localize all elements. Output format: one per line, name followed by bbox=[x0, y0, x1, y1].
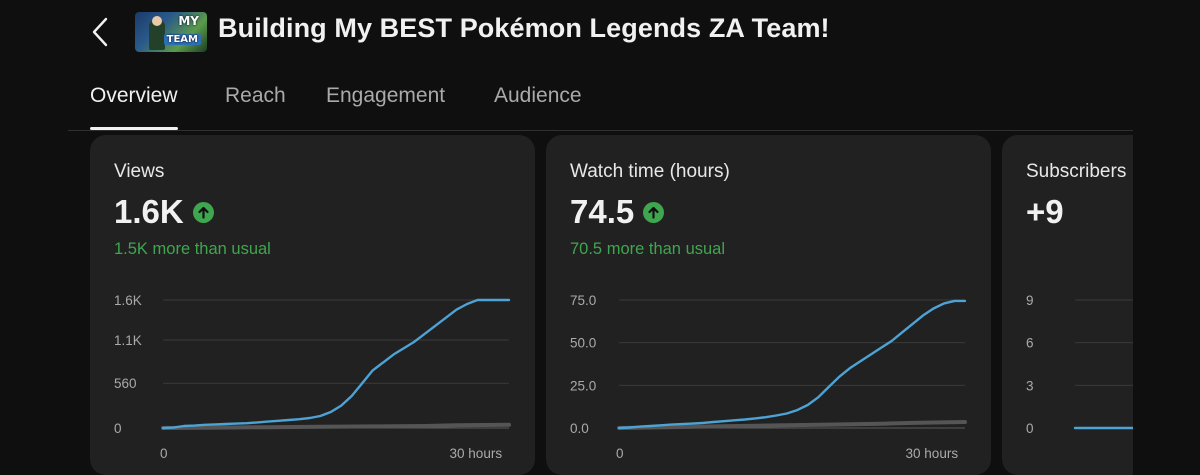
tab-overview[interactable]: Overview bbox=[90, 84, 178, 130]
y-tick-label: 0 bbox=[1026, 421, 1034, 436]
thumbnail-text-bottom: TEAM bbox=[163, 34, 201, 45]
video-thumbnail[interactable]: MY TEAM bbox=[135, 12, 207, 52]
watch-time-chart: 0.025.050.075.00 30 hours bbox=[570, 293, 967, 461]
y-tick-label: 0.0 bbox=[570, 421, 589, 436]
metric-cards: 0 560 1.1K 1.6K 0 30 hours Views 1.6K 1.5K mo… bbox=[90, 135, 1133, 475]
views-label: Views bbox=[114, 161, 165, 182]
y-tick-label: 50.0 bbox=[570, 336, 596, 351]
views-card[interactable]: 0 560 1.1K 1.6K 0 30 hours Views 1.6K 1.5K mo… bbox=[90, 135, 535, 475]
y-tick-label: 25.0 bbox=[570, 378, 596, 393]
thumbnail-text-top: MY bbox=[178, 14, 199, 28]
trend-up-icon bbox=[193, 202, 214, 223]
watch-time-value: 74.5 bbox=[570, 193, 635, 230]
typical-range-line bbox=[161, 422, 511, 430]
video-title: Building My BEST Pokémon Legends ZA Team… bbox=[218, 13, 830, 43]
watch-time-label: Watch time (hours) bbox=[570, 161, 730, 182]
y-tick-label: 1.6K bbox=[114, 293, 142, 308]
trend-up-icon bbox=[643, 202, 664, 223]
subscribers-chart: 0 3 6 9 bbox=[1026, 293, 1133, 436]
thumbnail-figure bbox=[149, 16, 165, 50]
subscribers-card[interactable]: 0 3 6 9 Subscribers +9 bbox=[1002, 135, 1133, 475]
series-line bbox=[161, 298, 511, 430]
tab-reach[interactable]: Reach bbox=[225, 84, 286, 107]
y-tick-label: 75.0 bbox=[570, 293, 596, 308]
subscribers-value: +9 bbox=[1026, 193, 1064, 230]
tab-bar: Overview Reach Engagement Audience bbox=[68, 78, 1133, 131]
y-tick-label: 6 bbox=[1026, 336, 1034, 351]
y-tick-label: 3 bbox=[1026, 378, 1034, 393]
y-tick-label: 9 bbox=[1026, 293, 1034, 308]
y-tick-label: 560 bbox=[114, 376, 137, 391]
series-line bbox=[617, 299, 967, 430]
watch-time-card[interactable]: 0.0 25.0 50.0 75.0 0 30 hours Watch time (hou… bbox=[546, 135, 991, 475]
subscribers-label: Subscribers bbox=[1026, 161, 1127, 182]
y-tick-label: 0 bbox=[114, 421, 122, 436]
typical-range-line bbox=[617, 420, 967, 430]
views-value: 1.6K bbox=[114, 193, 184, 230]
views-delta: 1.5K more than usual bbox=[114, 240, 271, 258]
back-button[interactable] bbox=[88, 16, 116, 48]
watch-time-delta: 70.5 more than usual bbox=[570, 240, 726, 258]
tab-audience[interactable]: Audience bbox=[494, 84, 582, 107]
chevron-left-icon bbox=[92, 17, 108, 47]
tab-engagement[interactable]: Engagement bbox=[326, 84, 446, 107]
y-tick-label: 1.1K bbox=[114, 333, 142, 348]
